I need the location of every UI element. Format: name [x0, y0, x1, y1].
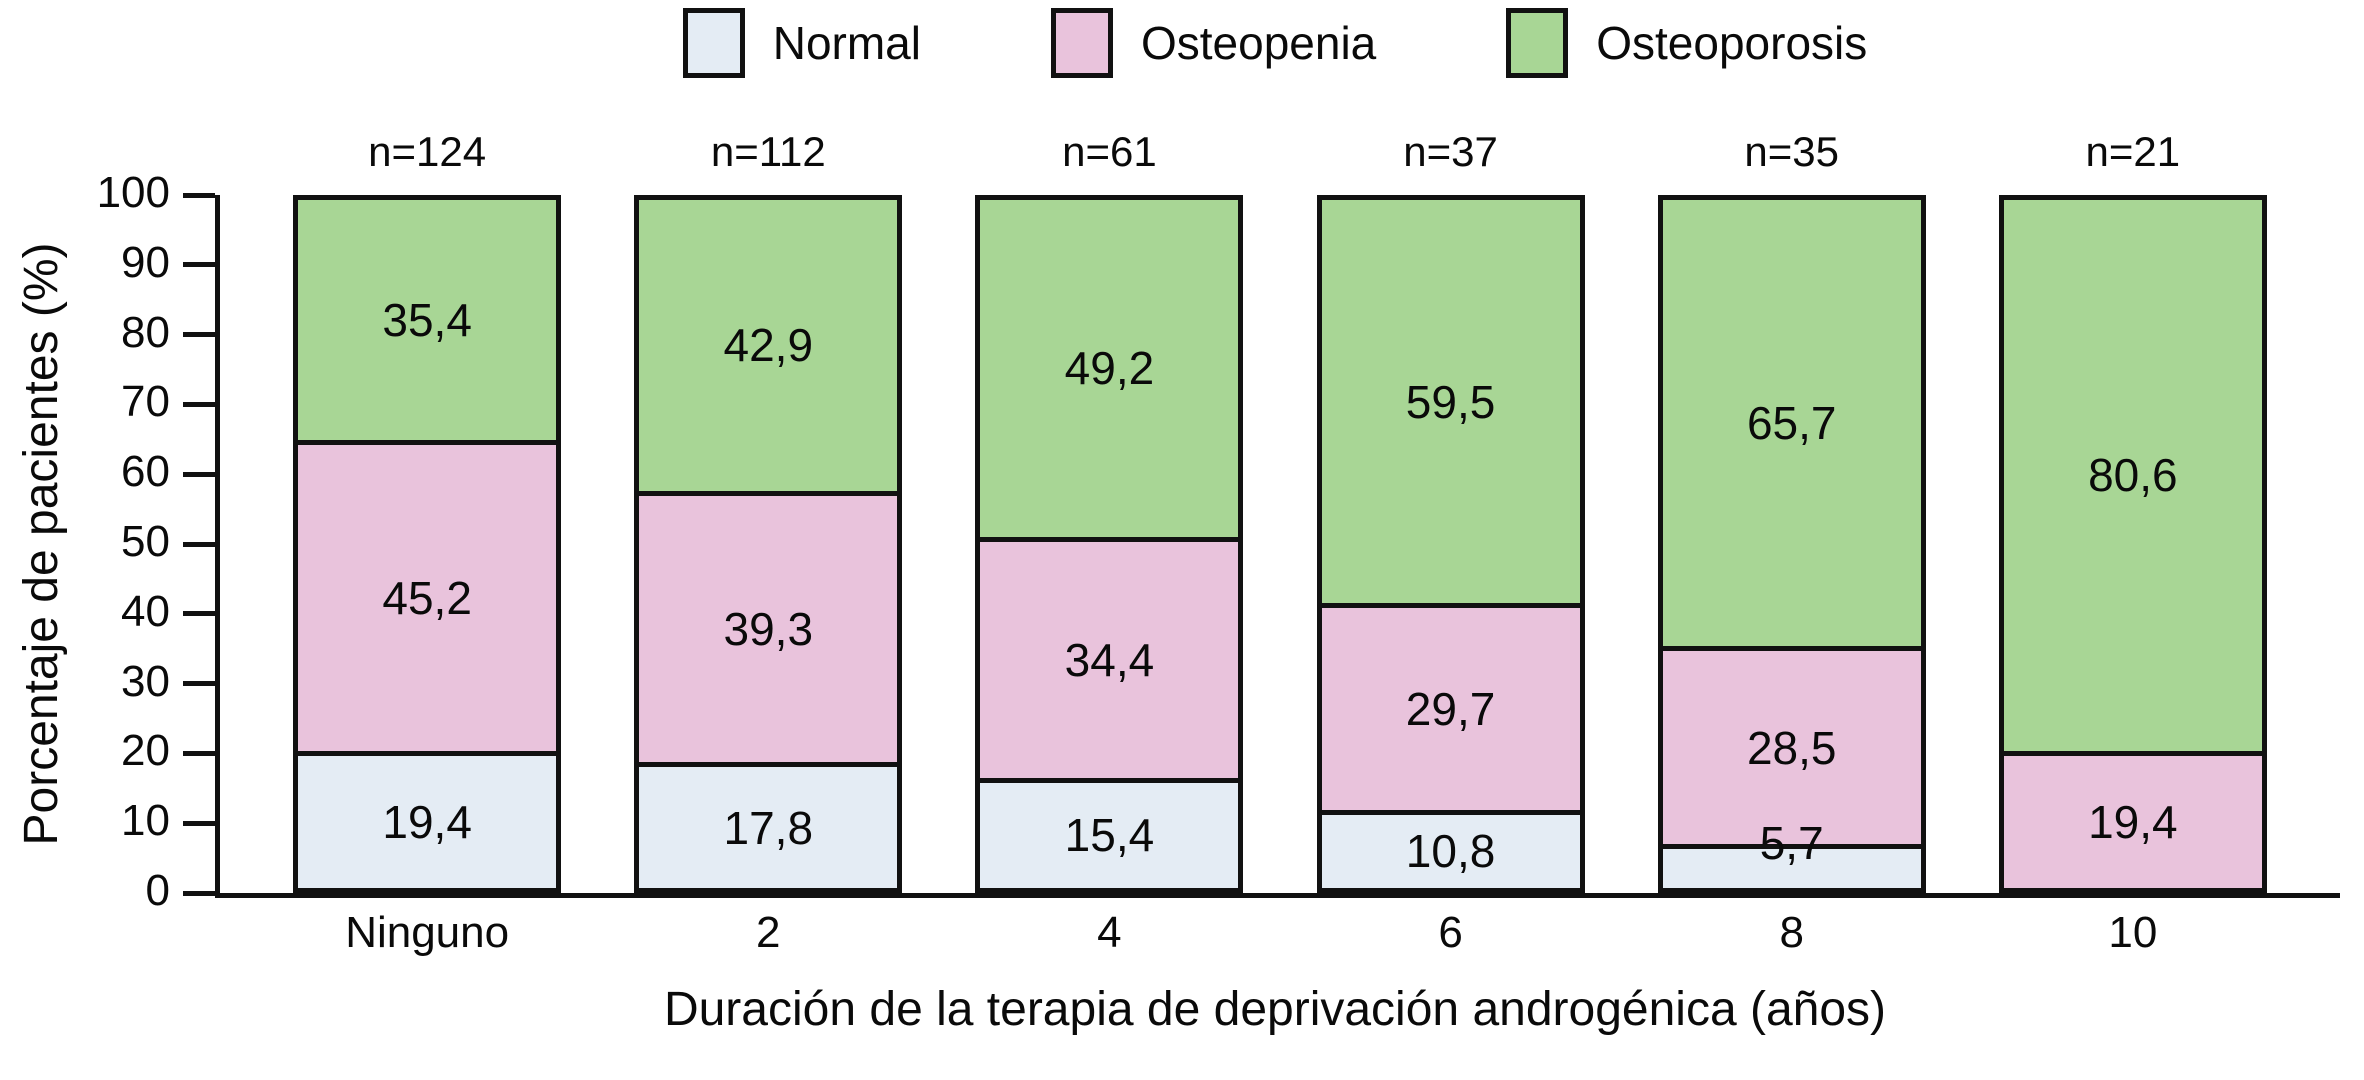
legend-item-normal: Normal — [682, 8, 921, 78]
segment-value-label: 59,5 — [1405, 375, 1496, 428]
y-tick-label: 100 — [96, 168, 170, 217]
legend-item-osteopenia: Osteopenia — [1050, 8, 1377, 78]
y-tick — [183, 611, 215, 617]
segment-value-label: 42,9 — [723, 319, 814, 372]
segment-normal: 5,7 — [1662, 820, 1921, 888]
y-tick-label: 60 — [121, 447, 170, 497]
y-tick — [183, 890, 215, 896]
segment-osteopenia: 45,2 — [298, 440, 557, 752]
segment-value-label: 19,4 — [2088, 795, 2178, 848]
bar-10: n=21 80,6 19,4 10 — [1998, 131, 2267, 955]
segment-value-label: 17,8 — [723, 801, 814, 854]
segment-osteopenia: 19,4 — [2003, 750, 2262, 888]
y-tick — [183, 262, 215, 268]
bar-stack: 65,7 28,5 5,7 — [1657, 195, 1926, 893]
segment-normal: 19,4 — [298, 751, 557, 888]
bar-6: n=37 59,5 29,7 10,8 6 — [1316, 131, 1585, 955]
segment-value-label: 39,3 — [723, 603, 814, 656]
y-tick — [183, 750, 215, 756]
y-tick-label: 80 — [121, 307, 170, 357]
segment-value-label: 49,2 — [1064, 342, 1155, 395]
segment-normal: 17,8 — [639, 762, 898, 888]
segment-osteoporosis: 65,7 — [1662, 200, 1921, 646]
bar-n-label: n=124 — [368, 128, 487, 175]
segment-value-label: 5,7 — [1759, 816, 1824, 869]
y-tick — [183, 471, 215, 477]
bar-stack: 59,5 29,7 10,8 — [1316, 195, 1585, 893]
segment-value-label: 10,8 — [1405, 825, 1496, 878]
x-tick-label: 10 — [2108, 908, 2158, 957]
segment-osteopenia: 39,3 — [639, 490, 898, 763]
legend-label: Normal — [772, 17, 921, 69]
y-tick-label: 20 — [121, 726, 170, 776]
segment-osteopenia: 34,4 — [980, 536, 1239, 778]
bar-8: n=35 65,7 28,5 5,7 8 — [1657, 131, 1926, 955]
segment-osteoporosis: 42,9 — [639, 200, 898, 491]
bar-n-label: n=37 — [1403, 128, 1498, 175]
bar-4: n=61 49,2 34,4 15,4 4 — [975, 131, 1244, 955]
y-tick-label: 50 — [121, 517, 170, 566]
y-tick-label: 0 — [145, 866, 170, 915]
segment-osteoporosis: 49,2 — [980, 200, 1239, 537]
segment-normal: 10,8 — [1321, 809, 1580, 888]
y-tick-label: 90 — [121, 237, 170, 287]
y-tick — [183, 820, 215, 826]
plot-area: 0 10 20 30 40 50 60 70 80 90 100 n=124 35,4 45,2 19,4… — [97, 131, 2340, 955]
bar-stack: 35,4 45,2 19,4 — [293, 195, 562, 893]
segment-osteoporosis: 35,4 — [298, 200, 557, 441]
legend-label: Osteoporosis — [1596, 17, 1868, 69]
x-axis-title: Duración de la terapia de deprivación an… — [663, 983, 1887, 1036]
bar-n-label: n=35 — [1744, 128, 1839, 175]
bar-n-label: n=61 — [1062, 128, 1157, 175]
x-tick-label: 2 — [756, 908, 781, 957]
bar-stack: 42,9 39,3 17,8 — [634, 195, 903, 893]
legend-swatch-normal — [682, 8, 745, 78]
x-tick-label: Ninguno — [345, 908, 510, 957]
segment-value-label: 45,2 — [382, 572, 472, 625]
bars-container: n=124 35,4 45,2 19,4 Ninguno n=112 42,9 39,3 17,… — [220, 131, 2340, 955]
x-tick-label: 8 — [1779, 908, 1804, 957]
segment-value-label: 80,6 — [2088, 449, 2178, 502]
segment-value-label: 29,7 — [1405, 683, 1496, 736]
y-tick — [183, 192, 215, 198]
segment-value-label: 35,4 — [382, 294, 472, 346]
x-tick-label: 4 — [1097, 908, 1122, 957]
y-tick-label: 40 — [121, 586, 170, 636]
segment-value-label: 65,7 — [1746, 396, 1837, 449]
bar-ninguno: n=124 35,4 45,2 19,4 Ninguno — [293, 131, 562, 955]
segment-value-label: 34,4 — [1064, 633, 1155, 686]
segment-value-label: 28,5 — [1746, 721, 1837, 774]
segment-value-label: 19,4 — [382, 796, 472, 849]
bar-2: n=112 42,9 39,3 17,8 2 — [634, 131, 903, 955]
segment-osteoporosis: 80,6 — [2003, 200, 2262, 751]
chart-legend: Normal Osteopenia Osteoporosis — [215, 8, 2335, 78]
segment-osteopenia: 28,5 — [1662, 645, 1921, 845]
bar-stack: 80,6 19,4 — [1998, 195, 2267, 893]
y-tick-label: 10 — [121, 796, 170, 846]
y-tick — [183, 332, 215, 338]
segment-osteoporosis: 59,5 — [1321, 200, 1580, 604]
y-tick — [183, 681, 215, 687]
bar-n-label: n=112 — [710, 128, 826, 175]
legend-item-osteoporosis: Osteoporosis — [1506, 8, 1867, 78]
bar-stack: 49,2 34,4 15,4 — [975, 195, 1244, 893]
x-tick-label: 6 — [1438, 908, 1463, 957]
legend-label: Osteopenia — [1140, 17, 1377, 69]
legend-swatch-osteopenia — [1050, 8, 1113, 78]
y-tick — [183, 401, 215, 407]
y-tick — [183, 541, 215, 547]
segment-osteopenia: 29,7 — [1321, 603, 1580, 810]
y-tick-label: 30 — [121, 656, 170, 706]
y-tick-label: 70 — [121, 377, 170, 427]
bar-n-label: n=21 — [2085, 128, 2181, 175]
segment-value-label: 15,4 — [1064, 809, 1155, 862]
legend-swatch-osteoporosis — [1506, 8, 1569, 78]
segment-normal: 15,4 — [980, 777, 1239, 889]
